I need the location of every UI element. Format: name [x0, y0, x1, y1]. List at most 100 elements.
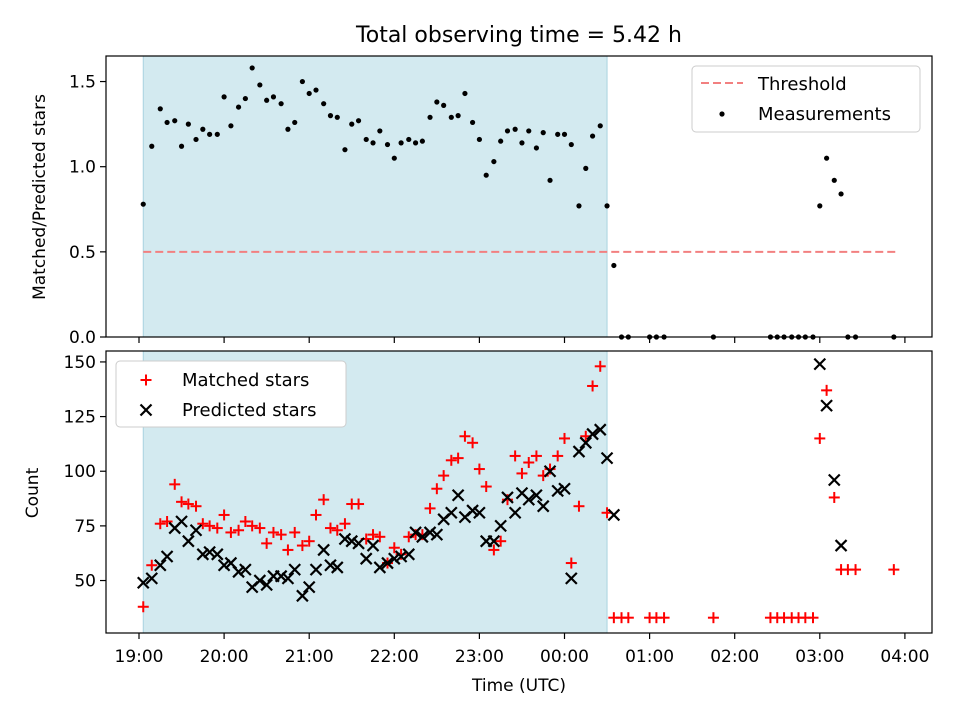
predicted-star-point — [572, 445, 586, 458]
measurement-point — [270, 94, 277, 100]
bottom-y-axis-label: Count — [23, 467, 43, 518]
matched-star-point — [523, 456, 535, 468]
measurement-point — [540, 130, 546, 136]
predicted-star-point — [317, 543, 330, 557]
bottom-axes-frame — [105, 350, 933, 634]
matched-star-point — [821, 384, 833, 396]
measurement-point — [249, 65, 255, 71]
matched-star-point — [445, 454, 457, 466]
predicted-star-point — [296, 589, 309, 603]
measurement-point — [831, 177, 837, 183]
predicted-star-point — [324, 558, 337, 572]
matched-star-point — [137, 601, 149, 613]
predicted-star-point — [153, 558, 167, 572]
bottom-y-tick-label: 100 — [64, 462, 96, 482]
matched-star-point — [438, 470, 450, 482]
measurement-point — [406, 136, 412, 143]
predicted-star-point — [586, 427, 599, 441]
x-tick-label: 21:00 — [285, 647, 334, 667]
measurement-point — [491, 158, 497, 165]
measurement-point — [483, 172, 489, 178]
predicted-star-point — [136, 576, 150, 589]
measurement-point — [583, 165, 589, 171]
matched-star-point — [324, 522, 336, 534]
measurement-point — [448, 114, 454, 120]
measurement-point — [817, 203, 823, 209]
chart-title: Total observing time = 5.42 h — [355, 23, 682, 48]
matched-star-point — [388, 542, 400, 554]
matched-star-point — [480, 481, 492, 493]
predicted-star-point — [288, 563, 302, 576]
predicted-star-point — [487, 534, 501, 548]
measurement-point — [140, 201, 146, 207]
matched-star-point — [176, 496, 188, 508]
matched-star-point — [211, 522, 223, 534]
predicted-star-point — [366, 539, 380, 552]
matched-star-point — [488, 544, 500, 556]
measurement-point — [172, 118, 178, 124]
measurement-point — [504, 128, 511, 134]
measurement-point — [441, 102, 447, 108]
predicted-star-point — [813, 357, 827, 371]
matched-star-point — [367, 529, 379, 541]
x-tick-label: 20:00 — [200, 647, 249, 667]
predicted-star-point — [416, 530, 429, 544]
matched-star-point — [233, 524, 245, 536]
matched-star-point — [559, 432, 570, 444]
matched-star-point — [296, 540, 308, 552]
predicted-star-point — [536, 499, 550, 513]
legend-predicted-swatch — [139, 403, 153, 417]
bottom-y-tick-label: 125 — [64, 408, 96, 428]
measurement-point — [838, 191, 844, 197]
measurement-point — [419, 138, 425, 144]
predicted-star-point — [543, 464, 557, 478]
predicted-star-point — [430, 528, 444, 541]
legend-plus-marker — [140, 374, 152, 386]
matched-star-point — [339, 518, 351, 530]
predicted-star-point — [189, 523, 203, 537]
measurement-point — [278, 101, 284, 107]
predicted-star-point — [274, 569, 288, 583]
measurement-point — [576, 203, 582, 209]
predicted-star-point — [203, 545, 216, 559]
matched-star-point — [828, 491, 840, 503]
top-axes-frame — [105, 55, 933, 338]
measurement-point — [299, 78, 305, 85]
predicted-star-point — [388, 552, 401, 565]
measurement-point — [568, 141, 574, 148]
predicted-star-point — [196, 548, 210, 561]
predicted-star-point — [182, 534, 195, 548]
x-tick-label: 19:00 — [115, 647, 164, 667]
measurement-point — [377, 128, 383, 134]
measurement-point — [193, 136, 199, 143]
predicted-star-point — [466, 504, 479, 517]
matched-star-point — [594, 360, 606, 372]
matched-star-point — [289, 526, 301, 538]
predicted-star-point — [253, 574, 267, 587]
matched-star-point — [587, 380, 599, 392]
measurement-point — [597, 123, 603, 129]
bottom-legend-frame — [115, 360, 347, 428]
predicted-stars-series — [136, 357, 848, 603]
x-tick-label: 23:00 — [455, 647, 504, 667]
measurement-point — [207, 131, 213, 137]
matched-star-point — [516, 467, 528, 479]
measurement-point — [561, 131, 568, 137]
measurement-point — [264, 97, 270, 103]
x-tick-label: 01:00 — [625, 647, 674, 667]
matched-star-point — [154, 518, 166, 530]
matched-star-point — [509, 450, 521, 462]
matched-star-point — [161, 516, 173, 528]
predicted-star-point — [260, 578, 273, 592]
matched-star-point — [374, 531, 386, 543]
legend-matched-swatch — [140, 374, 152, 386]
measurement-point — [149, 143, 155, 149]
measurement-point — [235, 104, 242, 110]
matched-star-point — [353, 498, 365, 510]
matched-star-point — [267, 526, 279, 538]
measurement-point — [242, 95, 248, 102]
matched-star-point — [888, 564, 900, 576]
matched-star-point — [467, 437, 479, 449]
matched-star-point — [261, 537, 273, 549]
measurement-point — [200, 126, 206, 132]
